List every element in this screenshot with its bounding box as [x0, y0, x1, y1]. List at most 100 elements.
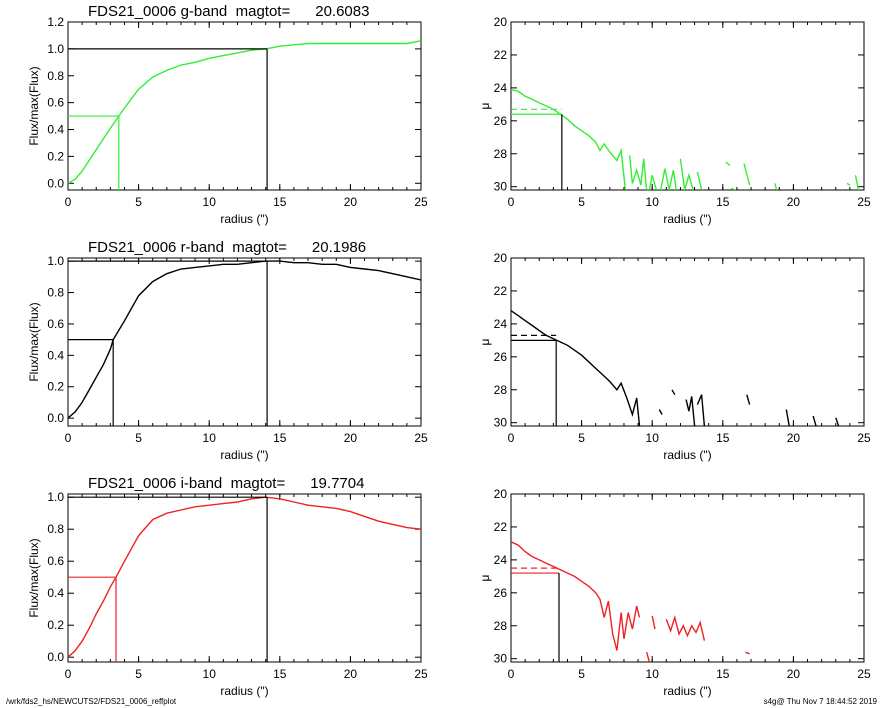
x-tick-label: 5 — [578, 195, 585, 209]
x-tick-label: 5 — [578, 667, 585, 681]
profile-segment — [685, 396, 696, 426]
y-tick-label: 24 — [494, 81, 508, 95]
y-tick-label: 22 — [494, 48, 508, 62]
x-axis-label: radius (") — [220, 212, 268, 226]
profile-segment — [774, 183, 778, 190]
axes-frame — [67, 493, 422, 663]
y-tick-label: 26 — [494, 350, 508, 364]
chart-title: FDS21_0006 i-band magtot= 19.7704 — [88, 475, 364, 492]
x-tick-label: 10 — [203, 431, 217, 445]
y-tick-label: 0.0 — [47, 650, 64, 664]
x-tick-label: 25 — [857, 667, 871, 681]
y-tick-label: 30 — [494, 180, 508, 194]
axes-frame — [510, 493, 865, 663]
axes-frame — [67, 257, 422, 427]
y-tick-label: 0.8 — [47, 286, 64, 300]
x-axis-label: radius (") — [663, 684, 711, 698]
y-tick-label: 0.6 — [47, 554, 64, 568]
y-tick-label: 0.0 — [47, 176, 64, 190]
y-tick-label: 22 — [494, 520, 508, 534]
y-tick-label: 28 — [494, 619, 508, 633]
panel-5: 0 5 10 15 20 25 0.0 0.2 0.4 0.6 0.8 1.0 radius (") Fl… — [27, 475, 428, 698]
y-tick-label: 26 — [494, 114, 508, 128]
y-axis-label: Flux/max(Flux) — [27, 302, 41, 381]
y-tick-label: 1.2 — [47, 15, 64, 29]
y-tick-label: 24 — [494, 553, 508, 567]
x-tick-label: 0 — [65, 195, 72, 209]
x-tick-label: 20 — [344, 667, 358, 681]
y-tick-label: 0.6 — [47, 96, 64, 110]
x-axis-label: radius (") — [220, 448, 268, 462]
panel-6: 0 5 10 15 20 25 20 22 24 26 28 30 radius (") μ — [478, 487, 871, 698]
x-tick-label: 20 — [344, 431, 358, 445]
series-line — [68, 40, 421, 184]
y-tick-label: 0.2 — [47, 149, 64, 163]
y-axis-label: μ — [478, 102, 492, 109]
x-tick-label: 0 — [508, 195, 515, 209]
y-tick-label: 0.4 — [47, 586, 64, 600]
chart-title: FDS21_0006 g-band magtot= 20.6083 — [88, 3, 369, 20]
y-axis-label: Flux/max(Flux) — [27, 538, 41, 617]
x-tick-label: 15 — [273, 195, 287, 209]
y-tick-label: 26 — [494, 586, 508, 600]
profile-segment — [679, 158, 694, 190]
x-tick-label: 10 — [646, 195, 660, 209]
plot-area — [511, 88, 860, 190]
plot-area — [68, 496, 421, 662]
x-tick-label: 0 — [65, 667, 72, 681]
y-tick-label: 0.2 — [47, 380, 64, 394]
x-tick-label: 5 — [578, 431, 585, 445]
profile-segment — [785, 409, 790, 426]
panel-3: 0 5 10 15 20 25 0.0 0.2 0.4 0.6 0.8 1.0 radius (") Fl… — [27, 239, 428, 462]
x-tick-label: 20 — [787, 195, 801, 209]
x-axis-label: radius (") — [663, 448, 711, 462]
profile-segment — [731, 187, 736, 190]
y-tick-label: 0.2 — [47, 618, 64, 632]
panel-2: 0 5 10 15 20 25 20 22 24 26 28 30 radius (") μ — [478, 15, 871, 226]
x-tick-label: 15 — [716, 431, 730, 445]
profile-segment — [511, 88, 627, 190]
profile-segment — [511, 310, 641, 426]
y-tick-label: 0.0 — [47, 411, 64, 425]
x-tick-label: 15 — [273, 431, 287, 445]
y-tick-label: 1.0 — [47, 42, 64, 56]
series-line — [68, 260, 421, 419]
x-tick-label: 5 — [135, 431, 142, 445]
profile-segment — [648, 175, 658, 190]
y-tick-label: 20 — [494, 15, 508, 29]
axes-frame — [510, 257, 865, 427]
axes-frame — [510, 21, 865, 191]
chart-title: FDS21_0006 r-band magtot= 20.1986 — [88, 239, 366, 256]
y-axis-label: μ — [478, 338, 492, 345]
profile-segment — [696, 394, 706, 426]
profile-segment — [746, 394, 751, 405]
profile-segment — [628, 155, 648, 190]
y-axis-label: Flux/max(Flux) — [27, 66, 41, 145]
profile-segment — [665, 614, 706, 641]
y-tick-label: 0.8 — [47, 522, 64, 536]
x-tick-label: 0 — [508, 667, 515, 681]
plot-area — [511, 310, 840, 426]
panel-1: 0 5 10 15 20 25 0.0 0.2 0.4 0.6 0.8 1.0 1.2 radius ("… — [27, 3, 428, 226]
x-tick-label: 20 — [787, 667, 801, 681]
profile-segment — [725, 161, 731, 166]
y-axis-label: μ — [478, 574, 492, 581]
plot-area — [511, 541, 750, 662]
x-tick-label: 10 — [646, 667, 660, 681]
x-axis-label: radius (") — [663, 212, 711, 226]
y-tick-label: 24 — [494, 317, 508, 331]
y-tick-label: 20 — [494, 251, 508, 265]
x-tick-label: 15 — [716, 667, 730, 681]
x-tick-label: 20 — [344, 195, 358, 209]
y-tick-label: 28 — [494, 383, 508, 397]
x-tick-label: 0 — [65, 431, 72, 445]
profile-segment — [651, 615, 656, 630]
profile-segment — [696, 171, 703, 190]
footer-stamp: s4g@ Thu Nov 7 18:44:52 2019 — [763, 697, 877, 706]
x-tick-label: 15 — [716, 195, 730, 209]
x-tick-label: 25 — [414, 431, 428, 445]
x-tick-label: 10 — [646, 431, 660, 445]
plot-area — [68, 40, 421, 190]
x-tick-label: 20 — [787, 431, 801, 445]
